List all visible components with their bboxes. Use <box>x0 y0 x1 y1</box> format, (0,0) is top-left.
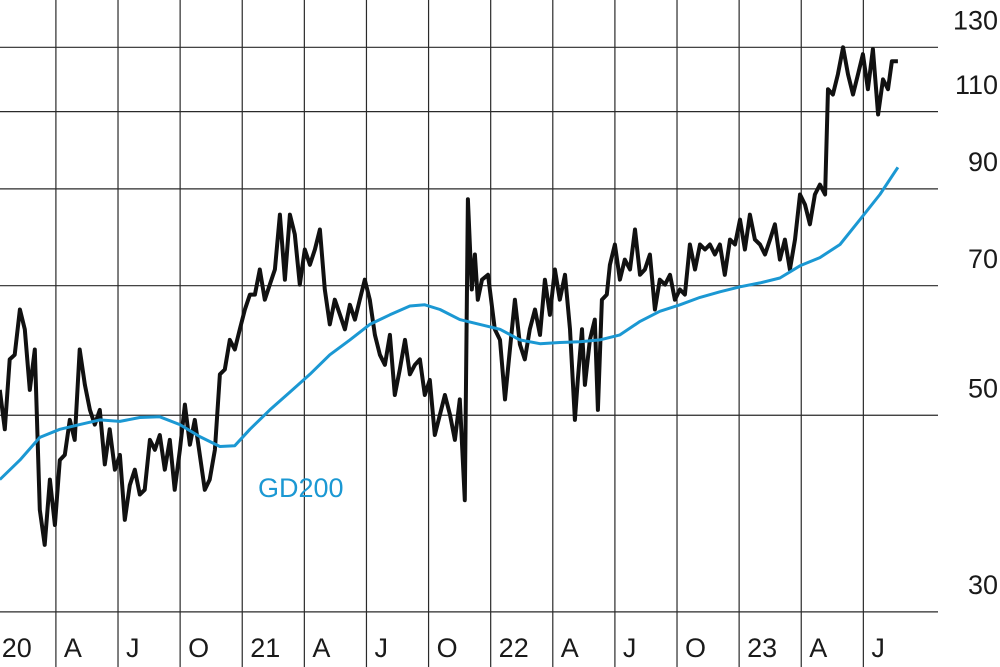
x-tick-label: O <box>188 633 209 663</box>
y-tick-label: 30 <box>968 570 998 600</box>
x-tick-label: A <box>809 633 827 663</box>
y-tick-label: 90 <box>968 147 998 177</box>
x-tick-label: J <box>623 633 637 663</box>
x-tick-label: J <box>126 633 140 663</box>
x-tick-label: O <box>685 633 706 663</box>
y-tick-label: 110 <box>955 70 998 100</box>
x-tick-label: J <box>871 633 885 663</box>
x-tick-label: 20 <box>2 633 32 663</box>
x-tick-label: 22 <box>499 633 529 663</box>
x-tick-label: O <box>437 633 458 663</box>
x-tick-label: 21 <box>250 633 280 663</box>
y-tick-label: 130 <box>953 5 998 35</box>
x-tick-label: 23 <box>747 633 777 663</box>
x-tick-label: J <box>374 633 388 663</box>
x-tick-label: A <box>561 633 579 663</box>
y-tick-label: 50 <box>968 373 998 403</box>
price-line <box>0 45 898 547</box>
x-tick-label: A <box>64 633 82 663</box>
price-line <box>0 166 900 481</box>
series-label: GD200 <box>258 473 344 503</box>
x-tick-label: A <box>312 633 330 663</box>
y-tick-label: 70 <box>968 244 998 274</box>
